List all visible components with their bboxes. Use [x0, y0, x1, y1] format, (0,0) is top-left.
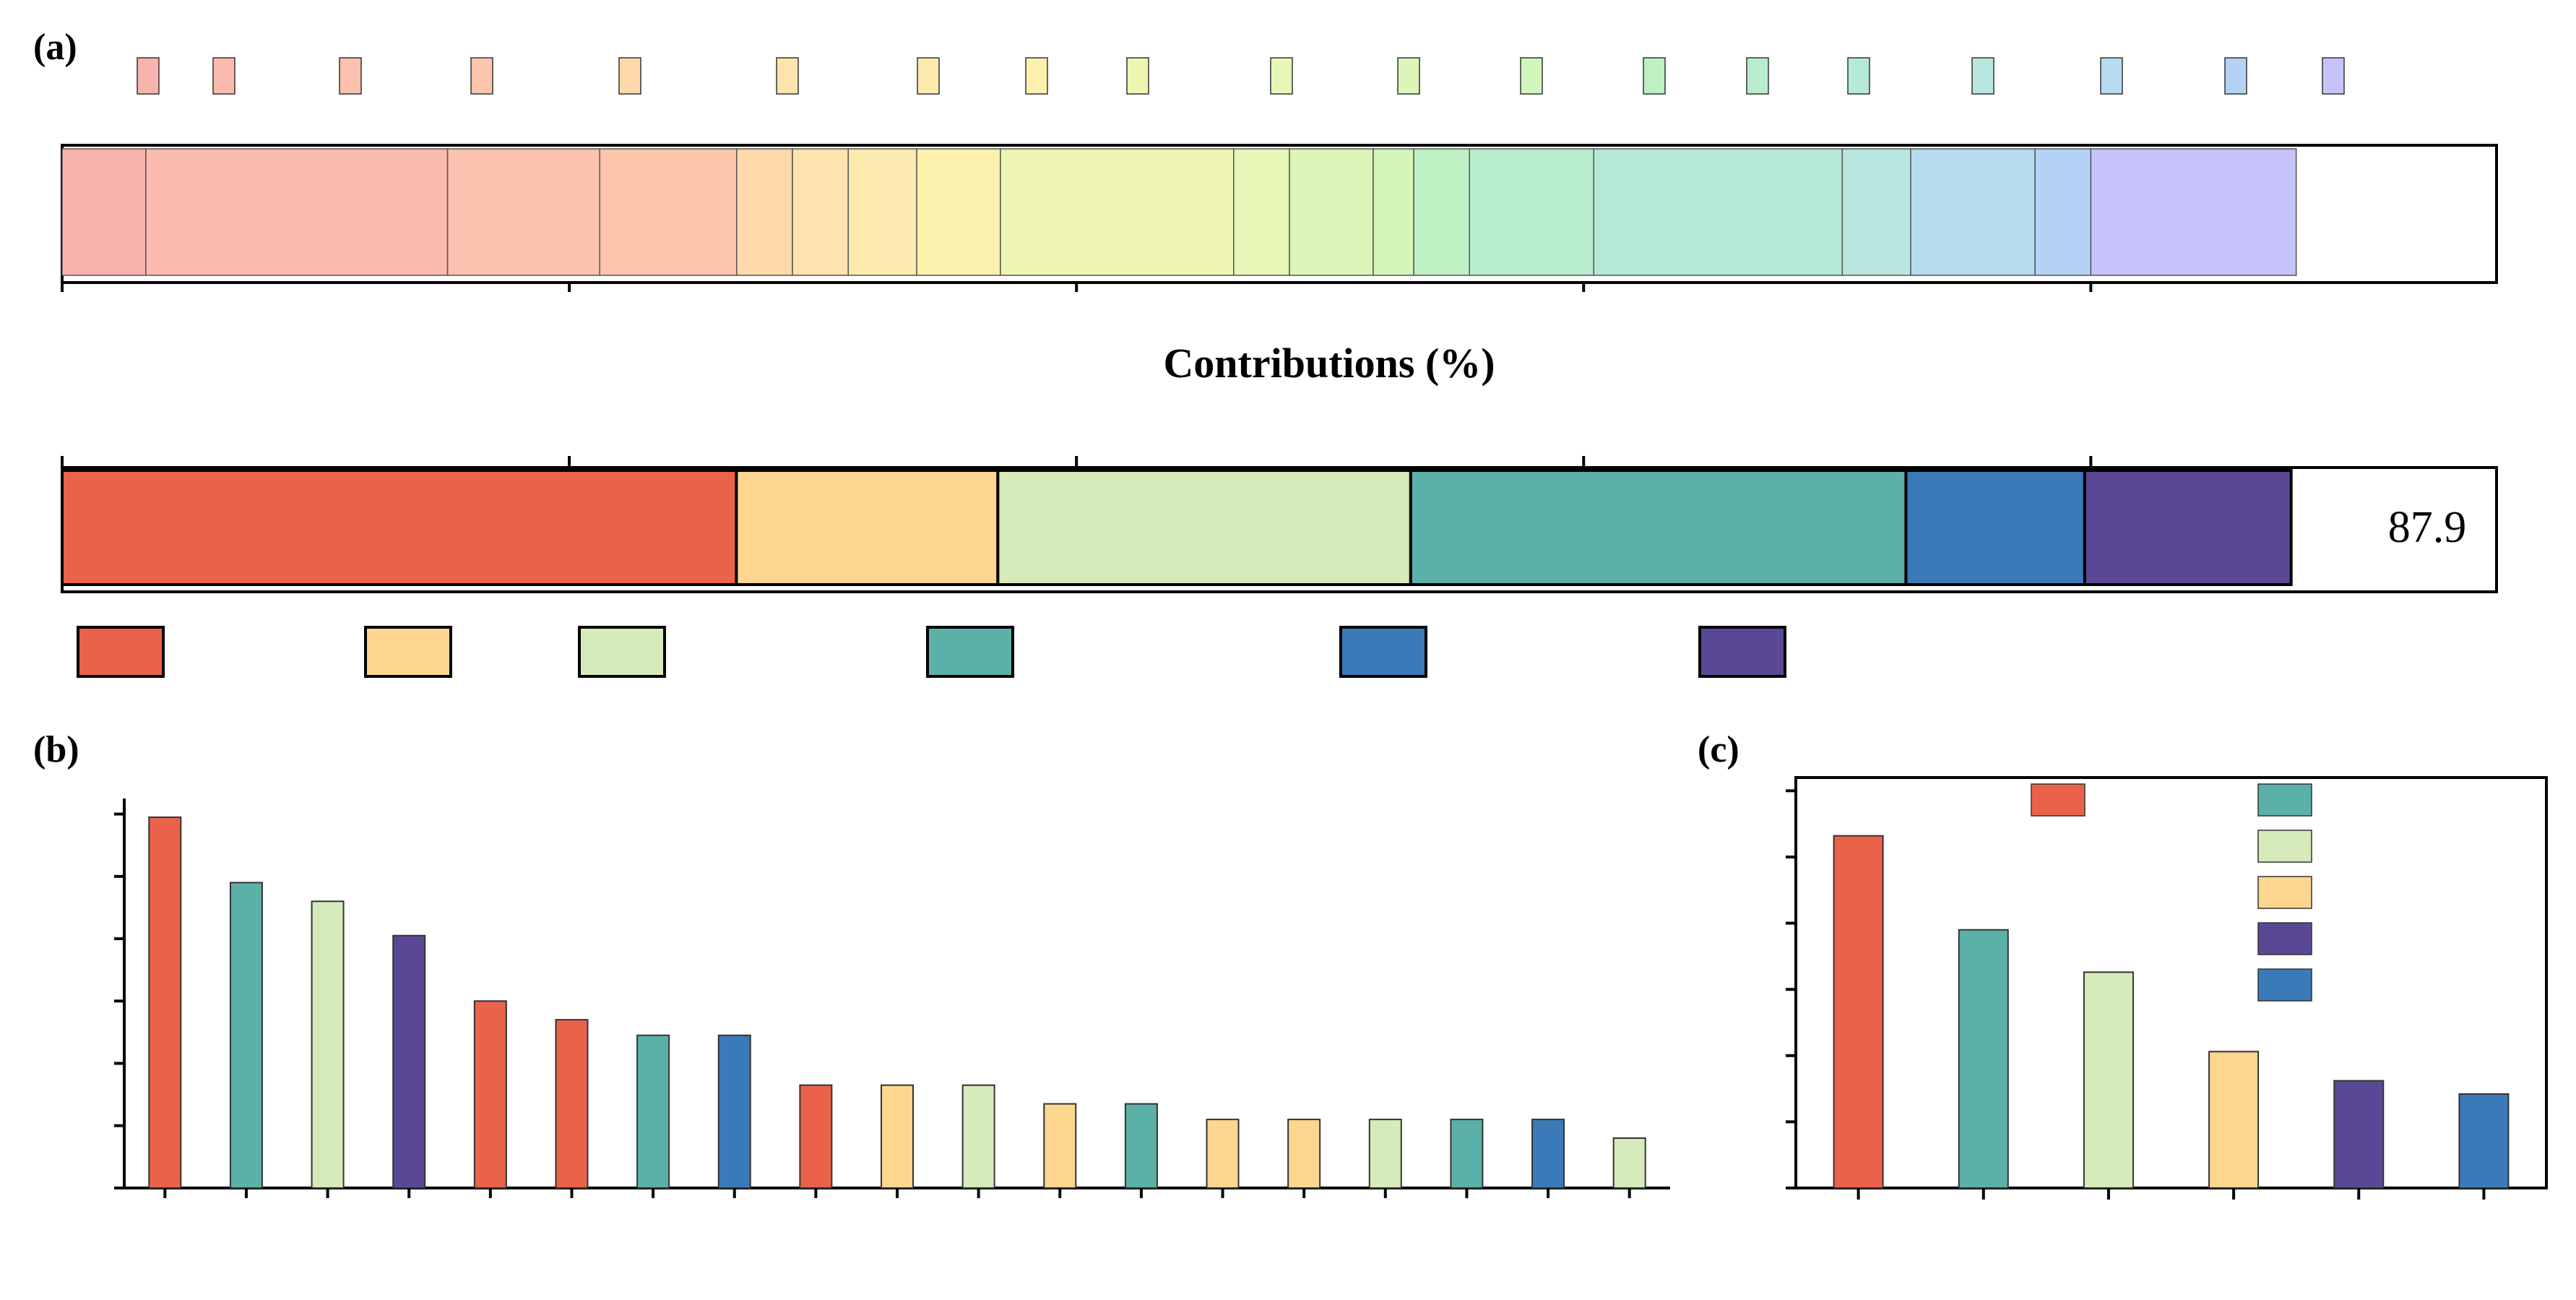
panel-a-label: (a) — [33, 27, 77, 68]
legend-swatch-hydrogeology — [2257, 783, 2312, 817]
segment-gsl — [1373, 148, 1414, 276]
legend-swatch-p — [137, 57, 160, 95]
legend-swatch-cdd — [470, 57, 493, 95]
segment-ph — [847, 148, 917, 276]
segment-ps — [1469, 148, 1595, 276]
panel-a-category-bar — [61, 469, 2293, 586]
segment-som — [792, 148, 849, 276]
bar-som — [1287, 1119, 1321, 1189]
legend-swatch-topography — [2257, 968, 2312, 1002]
bar-at — [1124, 1103, 1158, 1189]
bar-human-activity — [2333, 1080, 2385, 1189]
segment-vzt — [1593, 148, 1844, 276]
legend-swatch-gsl — [1520, 57, 1543, 95]
segment-climate — [61, 469, 738, 586]
legend-swatch-human-activity — [1698, 626, 1786, 678]
bar-hm — [392, 934, 426, 1189]
plot-frame — [1794, 776, 2548, 1189]
bar-soil — [2208, 1051, 2260, 1189]
legend-swatch-hm — [2322, 57, 2345, 95]
panel-a-top-axis — [61, 281, 2497, 292]
bar-par — [473, 1000, 507, 1189]
legend-swatch-som — [776, 57, 799, 95]
legend-swatch-vegetation — [578, 626, 666, 678]
panel-a-category-legend — [77, 626, 1786, 678]
legend-swatch-ph — [917, 57, 940, 95]
legend-swatch-par — [339, 57, 362, 95]
bar-st — [881, 1084, 914, 1189]
panel-a-bottom-axis — [61, 456, 2093, 468]
segment-gpp — [1289, 148, 1374, 276]
segment-ks — [1413, 148, 1471, 276]
legend-swatch-gpp — [1397, 57, 1420, 95]
bar-ps — [636, 1034, 670, 1189]
bar-pasw — [1206, 1119, 1240, 1189]
bar-gsl — [1612, 1137, 1646, 1189]
segment-vegetation — [996, 469, 1412, 586]
legend-swatch-st — [1025, 57, 1048, 95]
segment-lst — [145, 148, 449, 276]
bar-dem — [717, 1034, 751, 1189]
legend-swatch-topography — [1339, 626, 1427, 678]
bar-hydrogeology — [1958, 929, 2009, 1189]
bar-lai — [1368, 1119, 1402, 1189]
legend-swatch-lai — [1270, 57, 1293, 95]
segment-st — [916, 148, 1001, 276]
legend-swatch-soil — [364, 626, 452, 678]
legend-swatch-hydrogeology — [926, 626, 1014, 678]
legend-swatch-human-activity — [2257, 922, 2312, 955]
legend-swatch-ps — [1746, 57, 1769, 95]
segment-cdd — [599, 148, 738, 276]
bar-ks — [1450, 1119, 1484, 1189]
segment-lai — [1233, 148, 1290, 276]
bar-topography — [2458, 1093, 2510, 1189]
segment-soil — [735, 469, 1000, 586]
bar-ti — [1531, 1119, 1565, 1189]
panel-a-variable-bar — [61, 148, 2297, 276]
legend-swatch-soil — [2257, 876, 2312, 909]
bar-p — [799, 1084, 833, 1189]
panel-a-x-axis-label: Contributions (%) — [1163, 340, 1495, 387]
panel-b-label: (b) — [33, 729, 79, 770]
legend-swatch-vzt — [1847, 57, 1870, 95]
segment-pasw — [736, 148, 793, 276]
panel-c-label: (c) — [1698, 729, 1739, 770]
panel-b-chart — [114, 798, 1670, 1198]
bar-vzt — [229, 882, 263, 1189]
segment-at — [1841, 148, 1911, 276]
bar-climate — [1833, 835, 1884, 1189]
bar-vegetation — [2083, 971, 2134, 1189]
legend-swatch-climate — [77, 626, 165, 678]
bar-cdd — [555, 1019, 589, 1189]
segment-p — [61, 148, 147, 276]
bar-lst — [148, 816, 182, 1189]
legend-swatch-ti — [2224, 57, 2247, 95]
legend-swatch-lst — [212, 57, 235, 95]
segment-par — [446, 148, 600, 276]
legend-swatch-dem — [2100, 57, 2123, 95]
legend-swatch-pasw — [618, 57, 641, 95]
legend-swatch-mrd — [1126, 57, 1149, 95]
legend-swatch-climate — [2031, 783, 2086, 817]
segment-dem — [1910, 148, 2036, 276]
legend-swatch-vegetation — [2257, 830, 2312, 863]
legend-swatch-ks — [1643, 57, 1666, 95]
segment-hm — [2090, 148, 2297, 276]
segment-hydrogeology — [1409, 469, 1908, 586]
bar-mrd — [311, 900, 345, 1189]
panel-a-variable-legend — [137, 57, 2345, 95]
segment-mrd — [1000, 148, 1235, 276]
panel-a-total-label: 87.9 — [2388, 503, 2467, 552]
bar-gpp — [961, 1084, 995, 1189]
panel-c-chart — [1786, 776, 2548, 1200]
legend-swatch-at — [1971, 57, 1994, 95]
segment-topography — [1904, 469, 2086, 586]
segment-human-activity — [2083, 469, 2293, 586]
bar-ph — [1043, 1103, 1077, 1189]
segment-ti — [2034, 148, 2092, 276]
